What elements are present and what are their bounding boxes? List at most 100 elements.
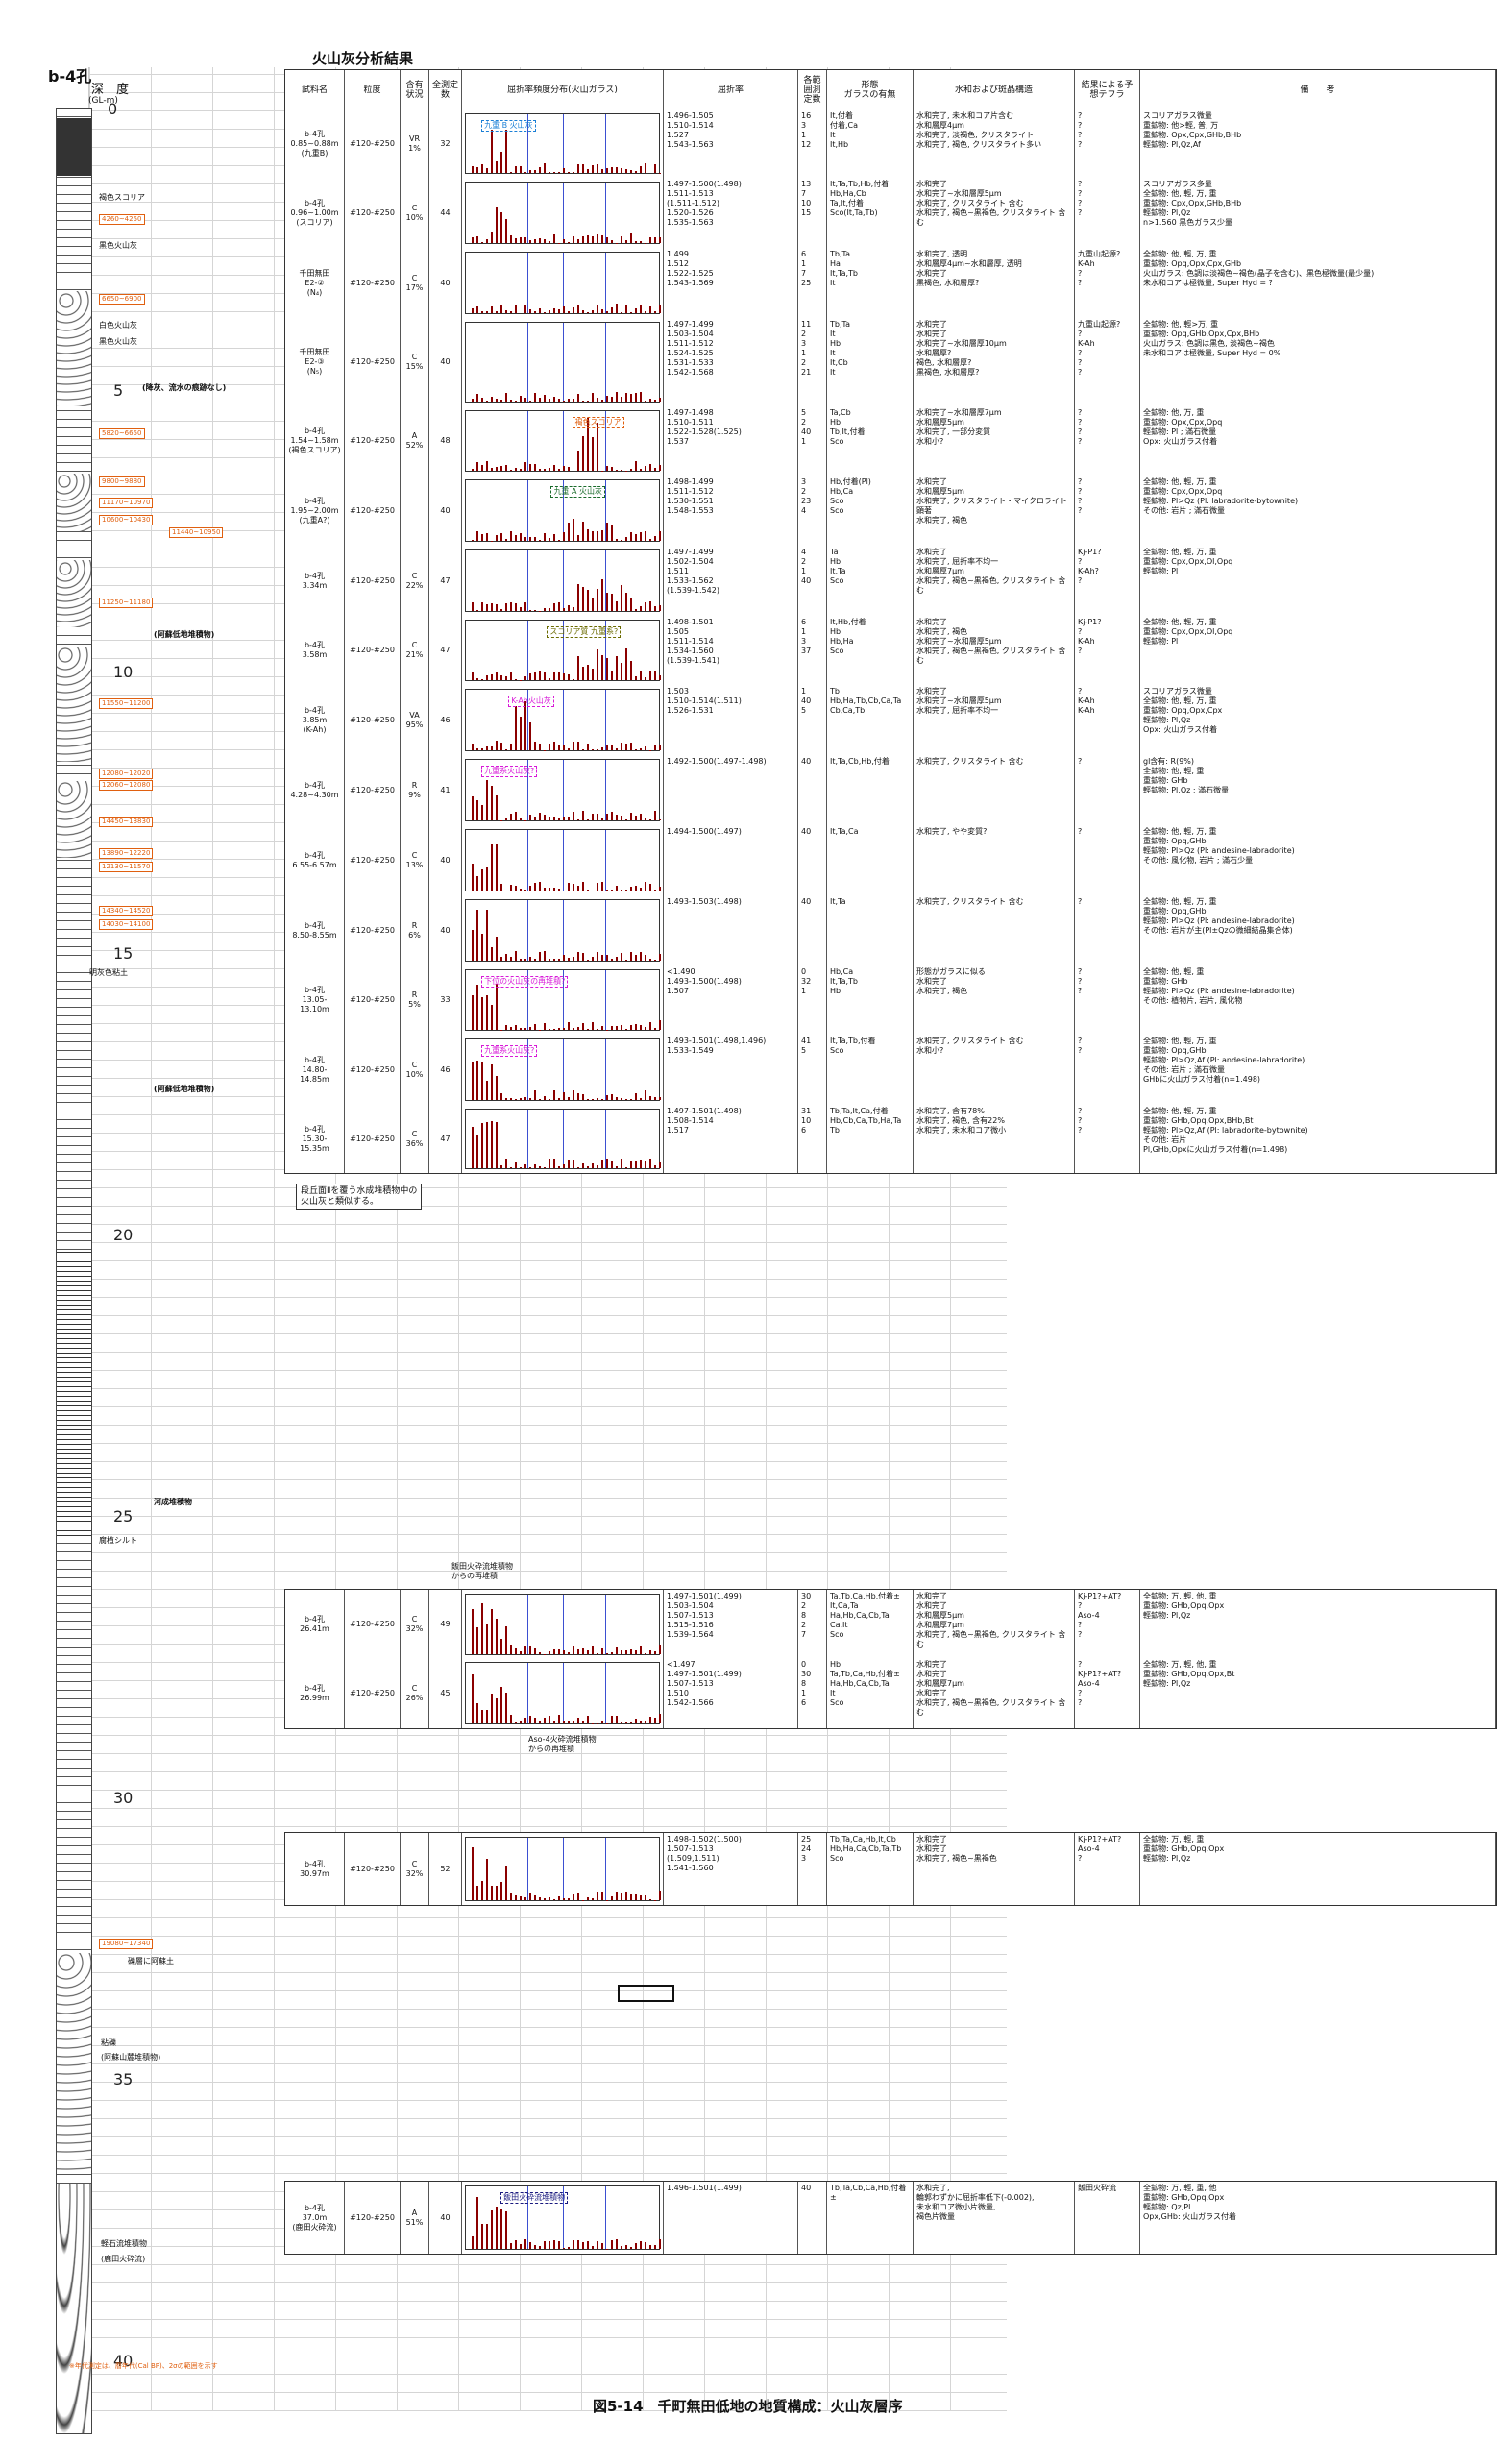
reference-line <box>562 550 564 611</box>
histogram-bar <box>563 954 565 961</box>
histogram-bar <box>505 1159 507 1168</box>
histogram-bar <box>606 1653 608 1654</box>
histogram-bar <box>496 207 498 243</box>
histogram-bar <box>549 677 550 680</box>
reference-line <box>562 480 564 541</box>
histogram-bar <box>606 236 608 243</box>
cell-notes: 全鉱物: 万, 輕, 重 重鉱物: GHb,Opq,Opx 輕鉱物: Pl,Qz <box>1140 1833 1496 1905</box>
histogram-bar <box>606 1095 608 1100</box>
histogram-bar <box>558 601 560 611</box>
reference-line <box>527 760 529 820</box>
histogram-bar <box>640 888 642 891</box>
histogram-bar <box>659 745 661 750</box>
reference-line <box>527 183 529 243</box>
cell-form: Tb,Ta,Cb,Ca,Hb,付着± <box>827 2182 914 2254</box>
cell-content: R 5% <box>401 965 429 1035</box>
strata-note: 礫層に阿蘇土 <box>128 1957 174 1965</box>
histogram-bar <box>539 398 541 402</box>
reference-line <box>527 411 529 471</box>
histogram-bar <box>592 393 594 402</box>
cell-ri: 1.493-1.503(1.498) <box>664 895 798 965</box>
table-row: b-4孔 3.58m #120-#250 C 21% 47 スコリア質 九重系? 1.49… <box>284 616 1497 686</box>
histogram-bar <box>472 165 474 173</box>
histogram-bar <box>659 236 661 243</box>
table-row: b-4孔 15.30-15.35m #120-#250 C 36% 47 1.497-1… <box>284 1105 1497 1174</box>
histogram-bar <box>625 1650 627 1654</box>
cell-ri: 1.496-1.505 1.510-1.514 1.527 1.543-1.56… <box>664 110 798 178</box>
cell-counts: 40 <box>798 2182 827 2254</box>
histogram-bar <box>592 2245 594 2249</box>
histogram-bar <box>505 2211 507 2249</box>
histogram-bar <box>563 1027 565 1030</box>
histogram-cell: 下位の火山灰の再堆積? <box>462 965 664 1035</box>
histogram-bar <box>539 308 541 313</box>
histogram-bar <box>654 237 656 243</box>
table-row: b-4孔 37.0m (鹿田火砕流) #120-#250 A 51% 40 飯田火砕流堆… <box>284 2181 1497 2255</box>
histogram-bar <box>491 946 493 961</box>
table-row: 千田無田 E2-② (N₄) #120-#250 C 17% 40 1.499 1.51… <box>284 248 1497 319</box>
histogram-bar <box>568 241 570 243</box>
histogram-bar <box>592 531 594 541</box>
histogram-bar <box>625 169 627 173</box>
histogram-bar <box>625 818 627 820</box>
refractive-histogram: K-Ah火山灰 <box>465 689 661 751</box>
histogram-bar <box>597 1164 598 1168</box>
histogram-bar <box>520 1651 522 1654</box>
histogram-annotation: 褐色スコリア <box>572 417 624 428</box>
histogram-bar <box>476 1061 478 1100</box>
histogram-bar <box>654 1097 656 1100</box>
histogram-bar <box>505 219 507 243</box>
cell-tephra: 飯田火砕流 <box>1075 2182 1140 2254</box>
reference-line <box>604 550 606 611</box>
histogram-bar <box>496 535 498 541</box>
histogram-bar <box>505 1025 507 1030</box>
histogram-bar <box>549 743 550 750</box>
histogram-bar <box>597 749 598 750</box>
histogram-bar <box>645 1161 646 1168</box>
histogram-bar <box>515 951 517 961</box>
cell-ri: <1.497 1.497-1.501(1.499) 1.507-1.513 1.… <box>664 1658 798 1728</box>
strata-note: 腐植シルト <box>99 1536 137 1545</box>
histogram-bar <box>601 1099 603 1100</box>
log-block <box>57 2184 91 2433</box>
reference-line <box>527 2186 529 2249</box>
cell-name: b-4孔 14.80-14.85m <box>285 1035 345 1105</box>
histogram-bar <box>539 539 541 541</box>
table-row: b-4孔 0.96~1.00m (スコリア) #120-#250 C 10% 44 1.… <box>284 178 1497 249</box>
histogram-bar <box>573 606 574 611</box>
histogram-bar <box>544 608 546 611</box>
histogram-bar <box>587 1897 589 1900</box>
reference-line <box>604 1039 606 1100</box>
histogram-bar <box>544 1095 546 1100</box>
histogram-bar <box>616 814 618 820</box>
histogram-bar <box>539 1721 541 1723</box>
cell-name: 千田無田 E2-③ (N₅) <box>285 318 345 406</box>
histogram-bar <box>553 1720 555 1723</box>
histogram-bar <box>481 996 483 1030</box>
histogram-cell <box>462 1833 664 1905</box>
cell-counts: 40 <box>798 825 827 895</box>
histogram-bar <box>476 531 478 541</box>
histogram-bar <box>630 1649 632 1654</box>
reference-line <box>604 183 606 243</box>
histogram-bar <box>476 610 478 611</box>
column-header: 含有状況 <box>401 70 429 110</box>
histogram-bar <box>549 2241 550 2249</box>
refractive-histogram <box>465 1594 661 1655</box>
histogram-bar <box>534 671 536 680</box>
cell-total: 33 <box>429 965 462 1035</box>
cell-name: b-4孔 37.0m (鹿田火砕流) <box>285 2182 345 2254</box>
histogram-annotation: K-Ah火山灰 <box>508 696 554 707</box>
histogram-bar <box>573 2239 574 2249</box>
table-row: b-4孔 14.80-14.85m #120-#250 C 10% 46 九重系火山灰?… <box>284 1035 1497 1106</box>
histogram-bar <box>524 602 526 611</box>
histogram-bar <box>640 747 642 750</box>
histogram-bar <box>630 1893 632 1900</box>
histogram-bar <box>587 418 589 471</box>
refractive-histogram: 褐色スコリア <box>465 410 661 472</box>
histogram-bar <box>568 398 570 402</box>
histogram-bar <box>630 1722 632 1723</box>
reference-line <box>562 760 564 820</box>
strata-note: 明灰色粘土 <box>89 968 128 977</box>
reference-line <box>562 970 564 1030</box>
